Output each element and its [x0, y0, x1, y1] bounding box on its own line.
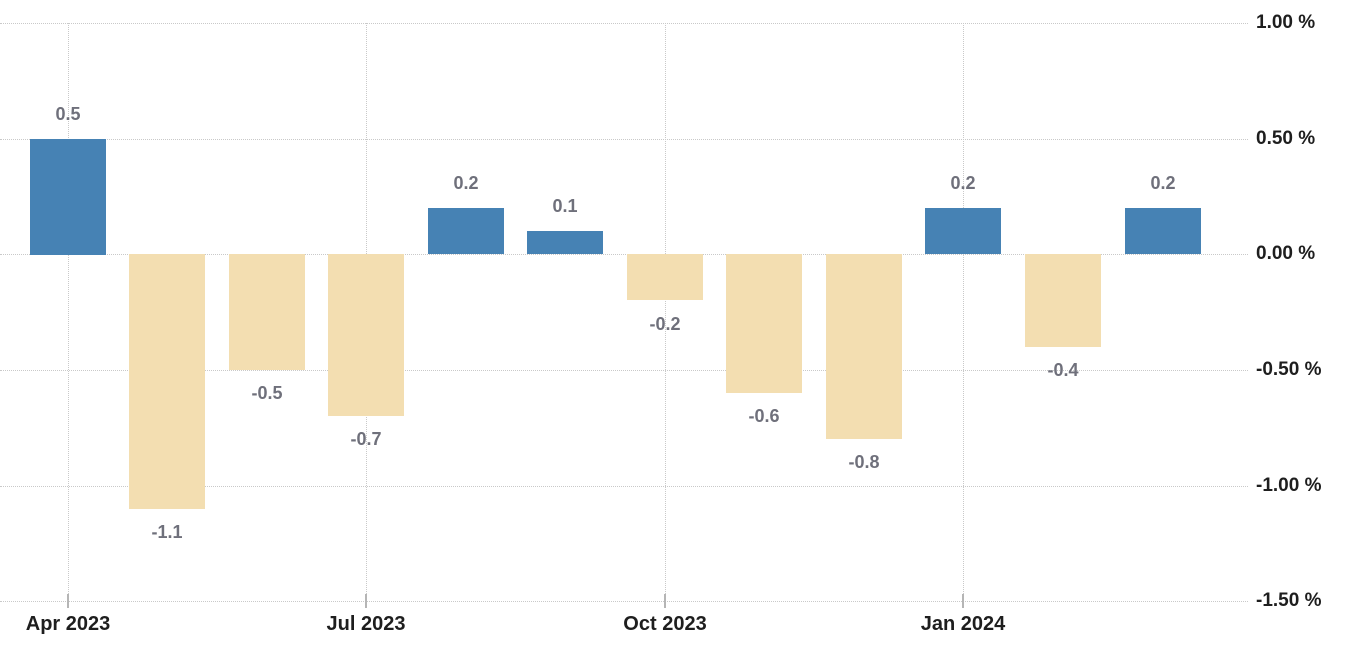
x-axis-label: Jan 2024 [920, 613, 1006, 635]
x-axis-label: Jul 2023 [326, 613, 406, 635]
x-axis-tick [962, 594, 964, 608]
x-axis-tick [365, 594, 367, 608]
horizontal-gridline [0, 254, 1248, 255]
bar[interactable] [129, 254, 205, 509]
bar-value-label: -1.1 [151, 522, 183, 542]
y-axis-label: -0.50 % [1256, 359, 1322, 380]
vertical-gridline [68, 23, 69, 602]
bar-value-label: -0.6 [748, 406, 780, 426]
bar[interactable] [30, 139, 106, 255]
bar-value-label: 0.2 [453, 173, 479, 193]
bar-value-label: 0.1 [552, 196, 578, 216]
bar[interactable] [229, 254, 305, 370]
bar-value-label: -0.4 [1047, 360, 1079, 380]
horizontal-gridline [0, 486, 1248, 487]
y-axis-label: -1.50 % [1256, 590, 1322, 611]
bar[interactable] [527, 231, 603, 254]
vertical-gridline [963, 23, 964, 602]
x-axis-tick [67, 594, 69, 608]
horizontal-gridline [0, 23, 1248, 24]
y-axis-label: 1.00 % [1256, 12, 1316, 33]
bar-value-label: -0.7 [350, 429, 382, 449]
bar[interactable] [1125, 208, 1201, 254]
horizontal-gridline [0, 139, 1248, 140]
bar[interactable] [826, 254, 902, 439]
bar[interactable] [1025, 254, 1101, 347]
bar[interactable] [925, 208, 1001, 254]
bar-value-label: 0.2 [1150, 173, 1176, 193]
bar-value-label: 0.2 [950, 173, 976, 193]
bar-value-label: -0.5 [251, 383, 283, 403]
horizontal-gridline [0, 601, 1248, 602]
bar[interactable] [726, 254, 802, 393]
x-axis-label: Apr 2023 [25, 613, 111, 635]
bar[interactable] [428, 208, 504, 254]
bar-value-label: -0.2 [649, 314, 681, 334]
y-axis-label: 0.50 % [1256, 128, 1316, 149]
x-axis-tick [664, 594, 666, 608]
bar-value-label: -0.8 [848, 452, 880, 472]
x-axis-label: Oct 2023 [623, 613, 707, 635]
vertical-gridline [665, 23, 666, 602]
bar-value-label: 0.5 [55, 104, 81, 124]
y-axis-label: -1.00 % [1256, 475, 1322, 496]
bar[interactable] [627, 254, 703, 300]
horizontal-gridline [0, 370, 1248, 371]
y-axis-label: 0.00 % [1256, 243, 1316, 264]
bar[interactable] [328, 254, 404, 416]
